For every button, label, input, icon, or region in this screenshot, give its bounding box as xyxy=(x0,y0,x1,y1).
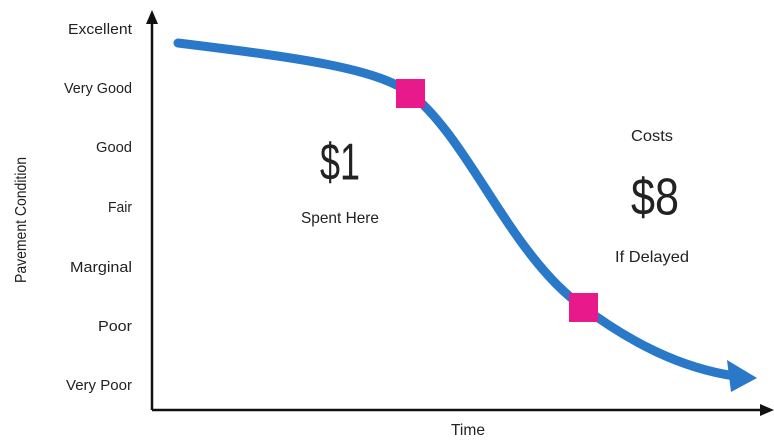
x-axis-title: Time xyxy=(451,422,485,439)
late-amount: $8 xyxy=(631,169,679,227)
deterioration-curve xyxy=(173,38,740,381)
level-label: Good xyxy=(96,139,132,156)
level-label: Poor xyxy=(98,318,132,335)
y-axis-title: Pavement Condition xyxy=(13,157,30,283)
level-label: Very Poor xyxy=(66,377,132,394)
y-levels: Excellent Very Good Good Fair Marginal P… xyxy=(64,21,133,394)
curve-arrow xyxy=(727,360,757,392)
marker xyxy=(396,79,425,108)
early-caption: Spent Here xyxy=(301,210,379,227)
early-amount: $1 xyxy=(320,134,360,192)
level-label: Excellent xyxy=(68,21,133,38)
y-axis-arrow xyxy=(146,10,158,24)
marker xyxy=(569,293,598,322)
late-caption: If Delayed xyxy=(615,249,689,266)
level-label: Very Good xyxy=(64,80,132,97)
level-label: Fair xyxy=(108,199,132,216)
level-label: Marginal xyxy=(70,259,132,276)
x-axis-arrow xyxy=(760,404,774,416)
late-prefix: Costs xyxy=(631,128,673,145)
